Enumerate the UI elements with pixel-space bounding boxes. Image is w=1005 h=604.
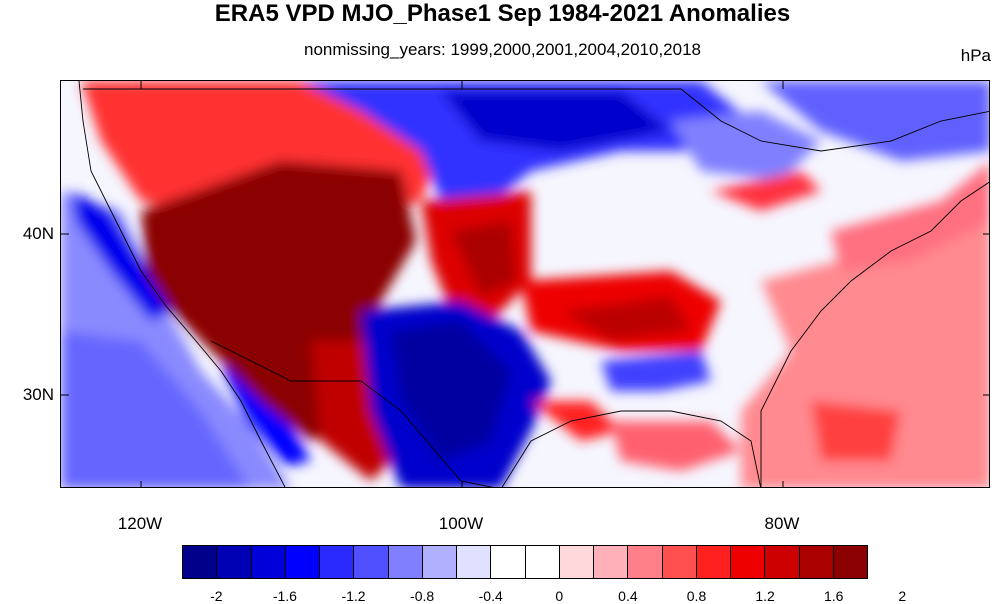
atlantic-anomaly (741, 221, 989, 487)
colorbar-box (183, 546, 218, 578)
canada-border (83, 88, 989, 152)
plot-title: ERA5 VPD MJO_Phase1 Sep 1984-2021 Anomal… (214, 0, 791, 27)
gulf-interior (611, 421, 741, 471)
west-coast (78, 81, 286, 487)
pacific-inner (61, 331, 250, 487)
mexico-border (210, 340, 494, 487)
colorbar-box (217, 546, 252, 578)
coastlines (78, 81, 989, 487)
colorbar-label: -0.4 (478, 588, 503, 604)
lon-label-120w: 120W (117, 514, 163, 533)
colorbar-box (491, 546, 526, 578)
colorbar-box (285, 546, 320, 578)
great-lakes-anomaly (671, 111, 821, 181)
southeast-anomaly (601, 351, 711, 391)
lon-label-80w: 80W (764, 514, 800, 533)
colorbar-box (833, 546, 867, 578)
atlantic-core (811, 401, 901, 461)
anomaly-field (61, 81, 989, 487)
colorbar-box (662, 546, 697, 578)
colorbar-label: -0.8 (410, 588, 435, 604)
colorbar-label: -1.6 (272, 588, 297, 604)
colorbar-box (628, 546, 663, 578)
lon-label-100w: 100W (438, 514, 484, 533)
colorbar (182, 545, 868, 579)
gulf-coast (501, 410, 762, 487)
california-coast (71, 191, 171, 321)
colorbar-box (388, 546, 423, 578)
dakotas-core (441, 91, 671, 151)
map-canvas (61, 81, 989, 487)
colorbar-box (559, 546, 594, 578)
colorbar-box (731, 546, 766, 578)
east-coast (760, 181, 989, 487)
texas-core (391, 321, 511, 461)
colorbar-label: 1.2 (755, 588, 775, 604)
northeast-coast (831, 162, 989, 271)
colorbar-box (457, 546, 492, 578)
colorbar-label: 1.6 (823, 588, 844, 604)
axis-ticks (61, 81, 989, 487)
colorbar-label: 0.8 (686, 588, 707, 604)
anomaly-map (60, 80, 990, 488)
kansas-core (451, 221, 516, 296)
colorbar-box (594, 546, 629, 578)
colorbar-box (799, 546, 834, 578)
colorbar-box (422, 546, 457, 578)
units-label: hPa (960, 46, 991, 65)
michigan-red (711, 171, 821, 211)
colorbar-box (765, 546, 800, 578)
baja-coast (221, 366, 311, 466)
gulf-anomaly (531, 401, 621, 441)
colorbar-box (354, 546, 389, 578)
tennessee-core (561, 296, 691, 341)
lat-label-40n: 40N (22, 224, 54, 243)
colorbar-label: 0.4 (618, 588, 638, 604)
colorbar-box (696, 546, 731, 578)
lat-label-30n: 30N (22, 385, 54, 404)
colorbar-label: 0 (555, 588, 564, 604)
colorbar-label: 2 (898, 588, 907, 604)
colorbar-box (251, 546, 286, 578)
colorbar-label: -2 (210, 588, 223, 604)
colorbar-label: -1.2 (341, 588, 366, 604)
colorbar-box (320, 546, 355, 578)
colorbar-box (525, 546, 560, 578)
plot-subtitle: nonmissing_years: 1999,2000,2001,2004,20… (304, 40, 701, 59)
quebec-anomaly (761, 81, 989, 161)
